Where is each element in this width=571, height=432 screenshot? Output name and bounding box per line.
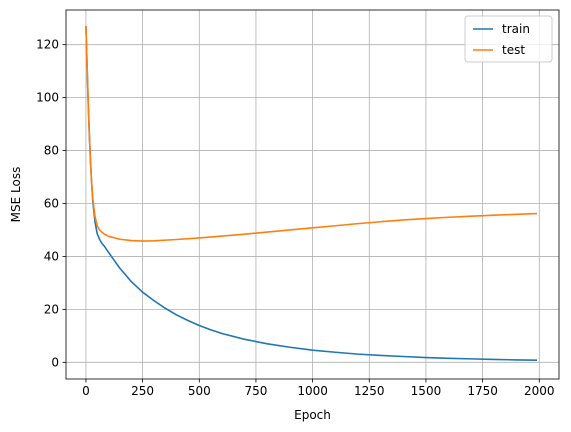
x-axis-ticks: 0 250 500 750 1000 1250 1500 1750 2000	[82, 379, 555, 398]
y-axis-label: MSE Loss	[9, 167, 23, 223]
x-tick-label: 750	[244, 384, 267, 398]
y-axis-ticks: 0 20 40 60 80 100 120	[36, 38, 66, 369]
y-tick-label: 0	[51, 355, 59, 369]
series-line-train	[85, 26, 538, 362]
legend-label-train: train	[502, 22, 530, 36]
x-tick-label: 250	[131, 384, 154, 398]
series-line-test	[85, 26, 538, 242]
y-tick-label: 40	[44, 249, 59, 263]
x-tick-label: 1750	[467, 384, 498, 398]
x-tick-label: 500	[188, 384, 211, 398]
x-axis-label: Epoch	[294, 408, 331, 422]
legend: train test	[464, 15, 553, 63]
y-tick-label: 80	[44, 144, 59, 158]
y-tick-label: 100	[36, 91, 59, 105]
x-tick-label: 1500	[411, 384, 442, 398]
x-tick-label: 1000	[297, 384, 328, 398]
series-lines	[85, 26, 538, 362]
y-tick-label: 60	[44, 197, 59, 211]
y-tick-label: 120	[36, 38, 59, 52]
y-tick-label: 20	[44, 302, 59, 316]
x-tick-label: 1250	[354, 384, 385, 398]
x-tick-label: 0	[82, 384, 90, 398]
x-tick-label: 2000	[524, 384, 555, 398]
legend-label-test: test	[502, 43, 525, 57]
grid-lines	[66, 10, 559, 379]
